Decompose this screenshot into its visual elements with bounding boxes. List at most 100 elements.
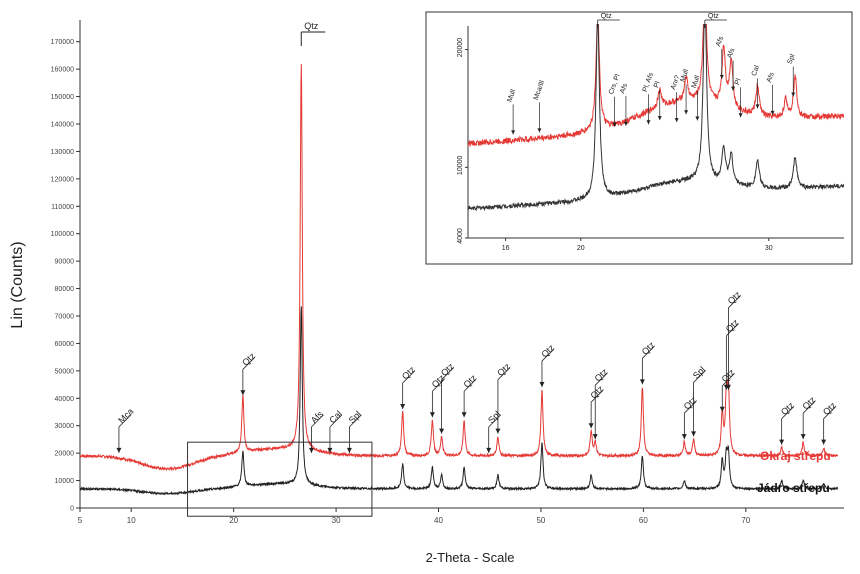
y-tick-label: 120000 [51,176,74,183]
x-tick-label: 60 [639,516,648,525]
ann-line [693,370,706,383]
inset-ann-label: Anr? [670,74,682,90]
inset-ann-arrow [511,130,516,135]
ann-arrow [588,423,594,429]
ann-line [642,346,655,359]
ann-arrow [719,406,725,412]
ann-label: Qtz [779,400,796,417]
ann-line [802,400,816,414]
ann-line [349,414,362,428]
inset-y-tick-label: 4000 [457,228,464,244]
inset-ann-arrow [623,121,628,126]
ann-arrow [779,439,785,445]
y-tick-label: 70000 [55,314,75,321]
ann-label: Spl [486,409,502,425]
ann-arrow [800,434,806,440]
inset-ann-label: Mull [691,74,702,89]
ann-label: Qtz [726,289,743,306]
ann-line [823,406,836,419]
ann-line [497,367,511,380]
x-tick-label: 50 [536,516,545,525]
ann-arrow [439,428,445,434]
ann-line [402,370,415,384]
inset-ann-label: Cal [751,64,761,77]
y-tick-label: 90000 [55,259,75,266]
x-tick-label: 20 [229,516,238,525]
ann-label: Afs [309,409,326,426]
ann-arrow [821,439,827,445]
ann-arrow [725,384,731,390]
inset-ann-label: Afs [726,47,736,59]
inset-ann-label: Afs [619,82,629,94]
ann-label: Cal [327,409,344,426]
y-tick-label: 40000 [55,396,75,403]
inset-ann-arrow [674,118,679,123]
inset-y-tick-label: 10000 [457,155,464,175]
ann-label: Qtz [724,317,741,334]
y-tick-label: 110000 [51,204,74,211]
y-tick-label: 0 [70,506,74,513]
ann-line [728,295,741,309]
ann-arrow [308,447,314,453]
ann-line [541,348,555,362]
ann-arrow [400,404,406,409]
inset-ann-label: Spl [787,53,797,65]
inset-ann-arrow [646,120,651,125]
inset-x-tick-label: 20 [577,245,585,252]
y-axis-label: Lin (Counts) [9,241,26,328]
inset-ann-arrow [755,104,760,109]
inset-x-tick-label: 16 [502,245,510,252]
y-tick-label: 60000 [55,341,75,348]
y-tick-label: 160000 [51,67,74,74]
ann-arrow [461,412,467,418]
x-tick-label: 10 [127,516,136,525]
main-axes [79,20,844,509]
inset-ann-arrow [684,110,689,115]
y-tick-label: 20000 [55,451,75,458]
inset-ann-label: Mull [506,88,517,103]
ann-line [242,357,256,370]
ann-arrow [116,447,122,453]
ann-line [463,378,477,392]
ann-arrow [486,447,492,453]
ann-label: Qtz [801,394,818,411]
y-tick-label: 100000 [51,231,74,238]
ann-arrow [495,428,501,434]
inset-ann-arrow [719,74,724,79]
ann-label: Qtz [682,394,699,411]
y-tick-label: 80000 [55,286,75,293]
inset-ann-label: Afs [715,35,725,47]
legend-okraj: Okraj střepu [760,449,831,463]
inset-series-okraj [468,24,844,147]
inset-ann-label: Pl [653,80,662,89]
ann-arrow [429,412,435,418]
y-tick-label: 150000 [51,94,74,101]
inset-ann-label: Qtz [601,13,612,20]
y-tick-label: 30000 [55,423,75,430]
ann-arrow [592,434,598,440]
inset-series-jadro [468,24,844,212]
ann-label: Qtz [539,342,556,359]
inset-ann-arrow [770,110,775,115]
ann-label: Qtz [821,400,838,417]
ann-label: Qtz [240,350,257,367]
y-tick-label: 10000 [55,478,75,485]
inset-ann-arrow [731,86,736,91]
main-series [79,64,839,496]
ann-line [441,367,454,380]
x-tick-label: 40 [434,516,443,525]
inset-y-tick-label: 20000 [457,38,464,58]
inset-x-tick-label: 30 [765,245,773,252]
ann-arrow [240,390,246,396]
ann-label: Qtz [304,21,319,31]
ann-line [311,414,324,428]
ann-label: Qtz [640,339,657,356]
inset-frame [425,11,853,265]
zoom-region-box [187,441,373,517]
ann-line [488,414,501,428]
ann-line [684,400,697,414]
y-tick-label: 170000 [51,39,74,46]
ann-arrow [327,447,333,453]
